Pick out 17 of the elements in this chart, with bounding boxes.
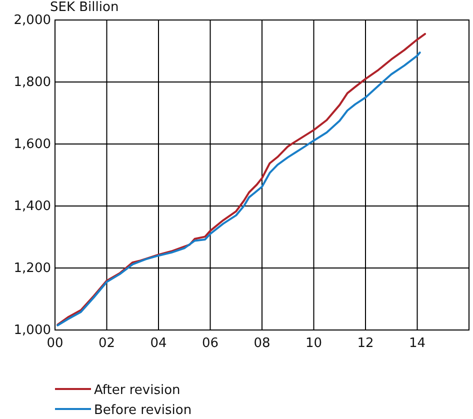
y-tick-label: 1,800 [14,75,51,90]
x-tick-label: 02 [98,336,116,352]
y-tick-label: 1,400 [14,199,51,214]
x-tick-label: 08 [254,336,270,352]
y-tick-label: 1,200 [14,261,51,276]
y-tick-label: 1,600 [14,137,51,152]
y-tick-label: 2,000 [14,13,51,28]
x-tick-label: 12 [357,336,374,352]
y-tick-label: 1,000 [14,323,51,338]
x-tick-label: 10 [305,336,322,352]
legend-label: After revision [94,383,180,398]
x-tick-label: 06 [202,336,219,352]
x-tick-label: 14 [408,336,426,352]
x-tick-label: 00 [46,336,64,352]
legend-label: Before revision [94,403,192,418]
y-axis-title: SEK Billion [50,0,119,15]
x-tick-label: 04 [150,336,167,352]
